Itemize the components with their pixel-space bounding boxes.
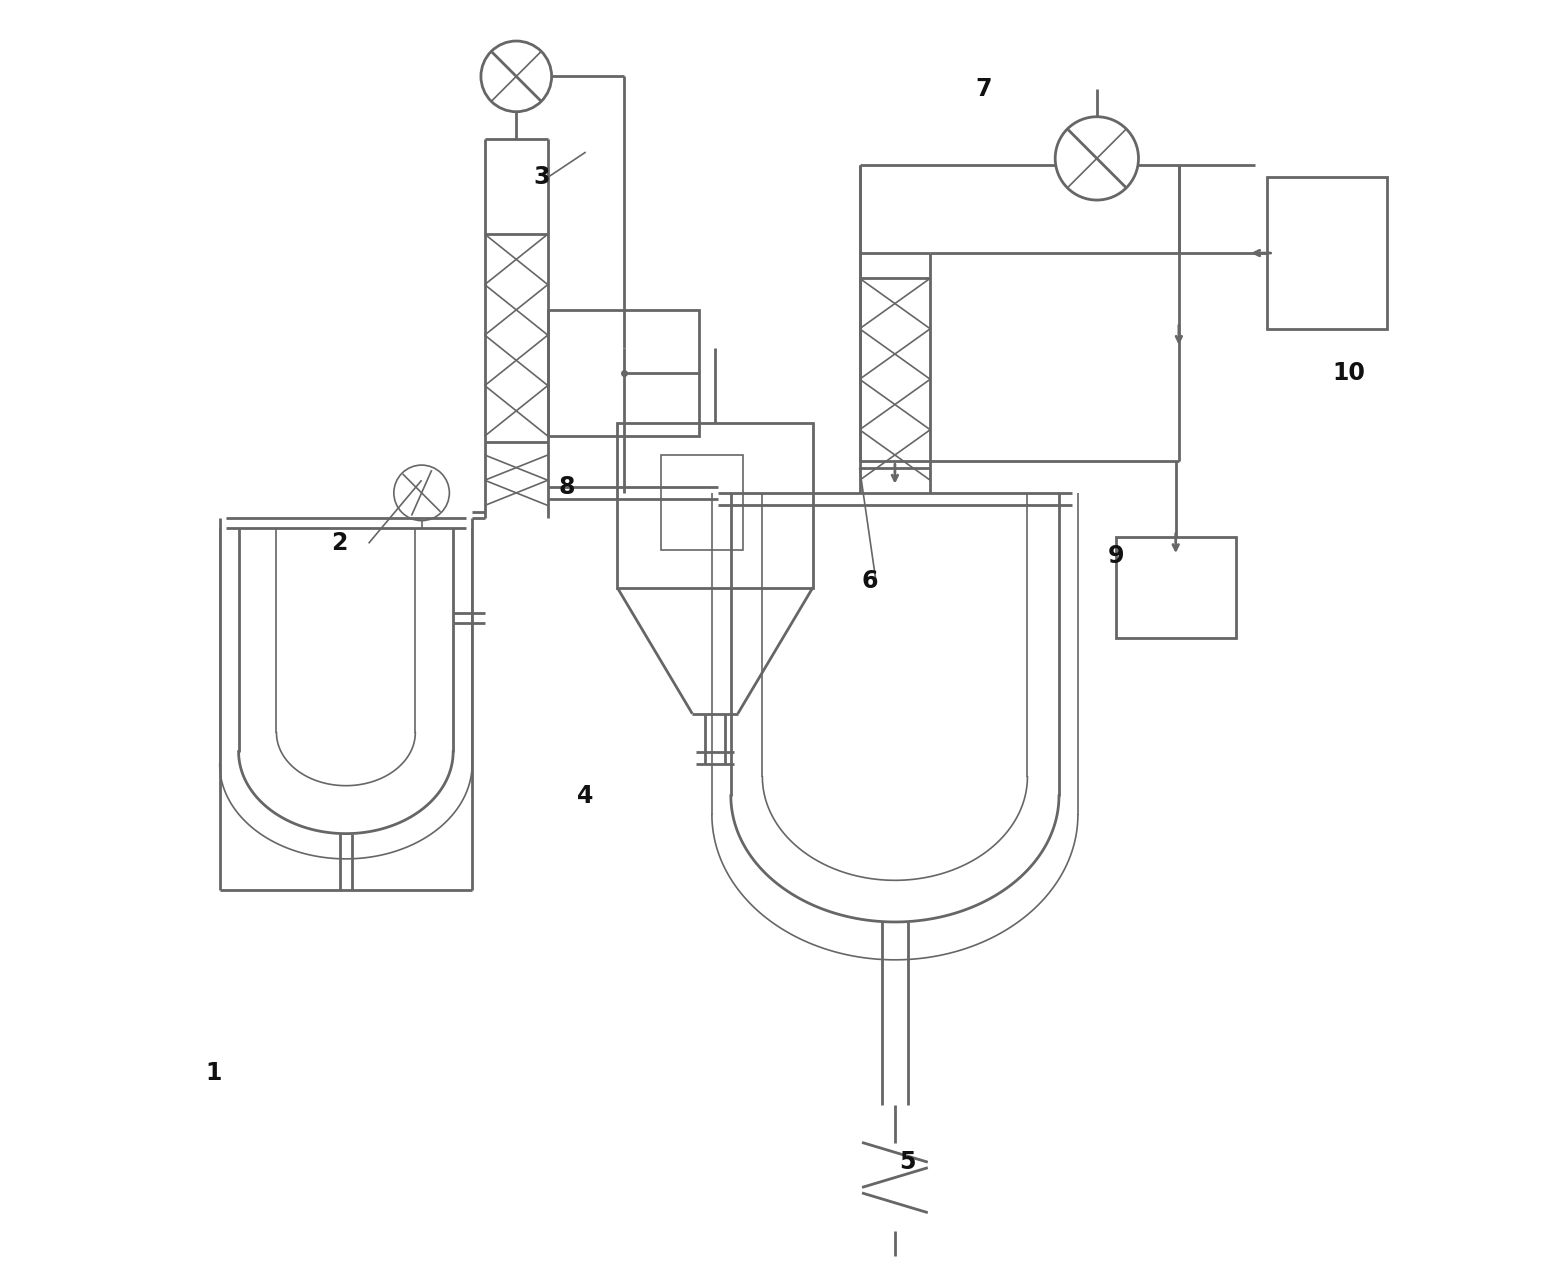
Text: 9: 9 (1108, 544, 1124, 568)
Text: 8: 8 (558, 475, 575, 499)
Text: 2: 2 (332, 531, 347, 555)
Text: 6: 6 (862, 569, 877, 593)
Text: 10: 10 (1333, 361, 1366, 385)
Text: 1: 1 (205, 1062, 222, 1086)
Bar (547, 310, 699, 436)
Bar (617, 424, 812, 587)
Bar (662, 456, 744, 550)
Text: 4: 4 (578, 783, 594, 808)
Text: 3: 3 (533, 166, 550, 189)
Text: 7: 7 (975, 77, 992, 101)
Bar (1268, 177, 1387, 329)
Bar (1116, 537, 1235, 638)
Text: 5: 5 (899, 1150, 916, 1174)
